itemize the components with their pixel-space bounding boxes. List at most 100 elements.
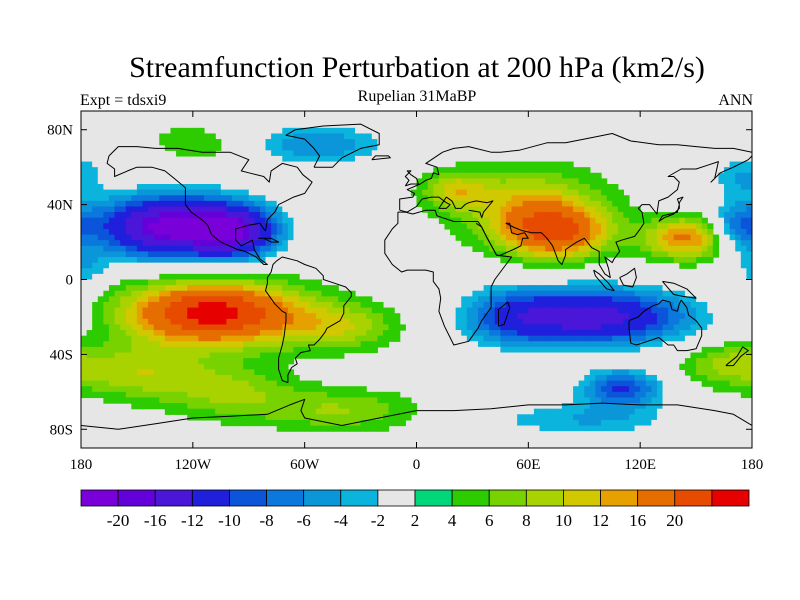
field-cell <box>176 273 183 281</box>
field-cell <box>176 178 183 185</box>
field-cell <box>243 391 250 399</box>
field-cell <box>634 397 641 404</box>
field-cell <box>612 363 619 370</box>
field-cell <box>226 330 233 337</box>
field-cell <box>472 313 479 320</box>
field-cell <box>92 262 99 269</box>
field-cell <box>528 301 535 309</box>
field-cell <box>310 425 317 432</box>
field-cell <box>282 307 289 314</box>
field-cell <box>561 341 569 348</box>
field-cell <box>472 240 479 247</box>
field-cell <box>567 223 574 230</box>
field-cell <box>494 301 501 309</box>
field-cell <box>215 144 222 151</box>
field-cell <box>651 403 658 410</box>
field-cell <box>114 346 121 354</box>
field-cell <box>556 335 563 342</box>
field-cell <box>248 414 255 421</box>
field-cell <box>310 403 317 410</box>
field-cell <box>86 386 93 393</box>
field-cell <box>265 408 272 415</box>
field-cell <box>181 374 188 382</box>
field-cell <box>556 408 563 415</box>
field-cell <box>662 257 669 264</box>
field-cell <box>97 234 104 241</box>
field-cell <box>181 363 188 370</box>
field-cell <box>164 223 172 230</box>
field-cell <box>354 341 362 348</box>
field-cell <box>271 200 278 208</box>
y-tick-label: 0 <box>66 273 74 289</box>
field-cell <box>550 172 557 179</box>
field-cell <box>226 290 233 297</box>
coastline <box>498 301 511 327</box>
field-cell <box>354 330 362 337</box>
colorbar-swatch <box>229 489 267 507</box>
field-cell <box>254 217 261 224</box>
field-cell <box>125 352 132 359</box>
field-cell <box>108 391 116 399</box>
field-cell <box>740 262 748 269</box>
field-cell <box>231 330 239 337</box>
field-cell <box>108 330 116 337</box>
field-cell <box>712 240 720 247</box>
field-cell <box>388 335 395 342</box>
field-cell <box>120 144 127 151</box>
field-cell <box>612 318 619 326</box>
field-cell <box>181 257 188 264</box>
field-cell <box>438 313 446 320</box>
field-cell <box>545 296 552 303</box>
field-cell <box>237 296 244 303</box>
field-cell <box>338 414 345 421</box>
field-cell <box>271 341 278 348</box>
field-cell <box>271 352 278 359</box>
field-cell <box>455 212 462 219</box>
field-cell <box>601 234 608 241</box>
field-cell <box>472 161 479 168</box>
field-cell <box>690 217 697 224</box>
field-cell <box>120 301 127 309</box>
field-cell <box>461 341 468 348</box>
field-cell <box>243 330 250 337</box>
field-cell <box>209 307 216 314</box>
field-cell <box>142 178 149 185</box>
field-cell <box>696 301 703 309</box>
field-cell <box>343 290 350 297</box>
field-cell <box>494 279 501 286</box>
field-cell <box>226 217 233 224</box>
field-cell <box>466 330 474 337</box>
field-cell <box>120 217 127 224</box>
field-cell <box>573 217 580 224</box>
field-cell <box>444 307 451 314</box>
field-cell <box>500 330 507 337</box>
field-cell <box>505 184 513 191</box>
field-cell <box>237 330 244 337</box>
field-cell <box>601 352 608 359</box>
field-cell <box>120 341 127 348</box>
field-cell <box>724 184 731 191</box>
field-cell <box>170 408 177 415</box>
field-cell <box>545 307 552 314</box>
field-cell <box>746 150 752 157</box>
field-cell <box>589 172 597 179</box>
field-cell <box>120 313 127 320</box>
field-cell <box>159 262 166 269</box>
field-cell <box>584 414 591 421</box>
field-cell <box>349 414 356 421</box>
field-cell <box>237 313 244 320</box>
field-cell <box>746 251 752 258</box>
field-cell <box>472 178 479 185</box>
field-cell <box>86 240 93 247</box>
field-cell <box>265 397 272 404</box>
field-cell <box>556 358 563 365</box>
field-cell <box>81 155 88 163</box>
field-cell <box>304 335 311 342</box>
field-cell <box>237 391 244 399</box>
field-cell <box>640 228 647 236</box>
field-cell <box>483 324 490 331</box>
field-cell <box>394 403 401 410</box>
field-cell <box>545 178 552 185</box>
field-cell <box>640 223 647 230</box>
field-cell <box>371 391 378 399</box>
